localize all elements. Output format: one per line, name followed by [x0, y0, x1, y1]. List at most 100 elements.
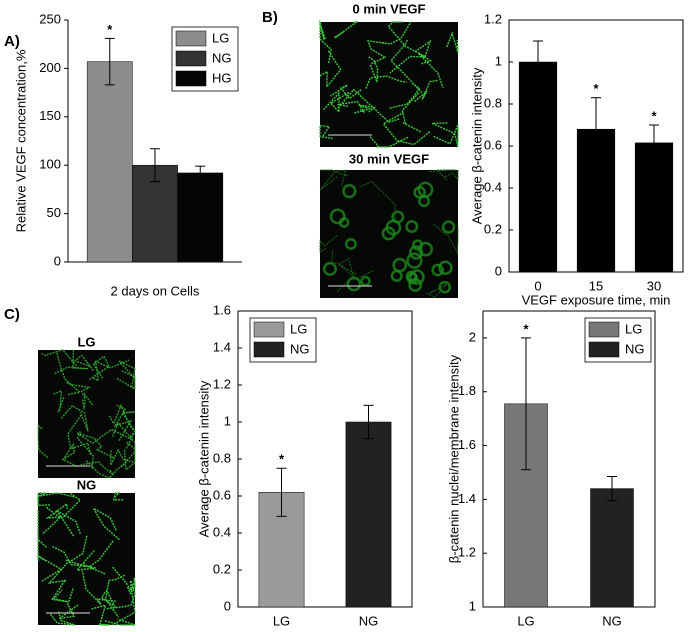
membrane — [61, 442, 79, 468]
legend-label: LG — [625, 321, 642, 336]
membrane — [337, 100, 365, 114]
membrane — [104, 618, 136, 626]
micrograph — [38, 493, 135, 625]
membrane — [330, 84, 362, 100]
membrane — [116, 370, 136, 391]
y-tick-label: 0.2 — [213, 561, 231, 576]
cell-membranes — [37, 349, 136, 479]
y-tick-label: 0.6 — [484, 137, 502, 152]
y-tick-label: 100 — [39, 157, 61, 172]
membrane — [444, 170, 459, 181]
legend-label: NG — [290, 341, 310, 356]
x-axis-label: VEGF exposure time, min — [522, 292, 671, 307]
membrane — [60, 404, 89, 432]
nucleus — [431, 263, 444, 277]
membrane — [126, 577, 136, 595]
y-tick-label: 0.8 — [484, 95, 502, 110]
legend-swatch — [253, 321, 285, 338]
x-tick-label: LG — [517, 613, 534, 628]
nucleus — [438, 280, 452, 294]
nucleus — [413, 186, 426, 199]
membrane — [104, 574, 125, 618]
nucleus — [329, 208, 346, 225]
membrane — [417, 52, 444, 89]
x-tick-label: 2 days on Cells — [111, 283, 200, 298]
membrane — [76, 431, 95, 470]
membrane — [401, 92, 421, 133]
image-label: LG — [77, 334, 95, 349]
membrane — [67, 414, 92, 455]
legend-label: HG — [212, 70, 232, 85]
nucleus — [438, 260, 453, 275]
membrane — [37, 493, 50, 507]
legend-swatch — [588, 321, 620, 338]
y-tick-label: 0.6 — [213, 487, 231, 502]
membrane — [83, 539, 114, 567]
membrane — [359, 180, 396, 220]
y-tick-label: 1.2 — [484, 11, 502, 26]
nucleus — [411, 239, 424, 251]
membrane — [112, 492, 124, 501]
membrane — [37, 555, 63, 582]
legend-swatch — [175, 50, 207, 67]
nucleus — [409, 269, 425, 285]
membrane — [322, 91, 350, 114]
panel-label: B) — [262, 9, 278, 26]
significance-marker: * — [279, 452, 285, 467]
membrane — [106, 580, 136, 610]
membrane — [56, 352, 82, 396]
y-tick-label: 2 — [469, 329, 476, 344]
membrane — [89, 355, 110, 381]
membrane — [365, 75, 407, 89]
membrane — [47, 534, 88, 584]
bar — [590, 488, 634, 608]
y-tick-label: 1.2 — [458, 545, 476, 560]
y-tick-label: 0.8 — [213, 450, 231, 465]
image-label: 0 min VEGF — [353, 1, 426, 16]
bar — [518, 61, 558, 273]
y-tick-label: 1.6 — [458, 437, 476, 452]
significance-marker: * — [107, 22, 113, 37]
membrane — [45, 502, 75, 537]
x-tick-label: LG — [273, 613, 290, 628]
membrane — [431, 122, 459, 148]
membrane — [53, 389, 65, 413]
panel-label: C) — [4, 306, 20, 323]
membrane — [120, 411, 136, 449]
legend-swatch — [175, 30, 207, 47]
y-tick-label: 50 — [47, 205, 61, 220]
membrane — [433, 224, 459, 254]
membrane — [414, 79, 438, 103]
bar — [345, 421, 392, 608]
y-tick-label: 250 — [39, 11, 61, 26]
legend-label: NG — [625, 341, 645, 356]
membrane — [331, 250, 354, 278]
image-label: NG — [77, 477, 97, 492]
membrane — [54, 349, 89, 375]
y-tick-label: 1 — [469, 598, 476, 613]
membrane — [319, 124, 333, 140]
legend-label: NG — [212, 50, 232, 65]
y-tick-label: 1.6 — [213, 302, 231, 317]
membrane — [319, 19, 332, 64]
membrane — [389, 83, 421, 109]
y-tick-label: 0.2 — [484, 221, 502, 236]
cell-membranes — [319, 19, 459, 148]
y-axis-label: Relative VEGF concentration,% — [13, 49, 28, 232]
x-tick-label: NG — [602, 613, 622, 628]
y-axis-label: Average β-catenin intensity — [469, 67, 484, 224]
membrane — [387, 21, 426, 58]
membrane — [77, 432, 114, 459]
membrane — [368, 135, 409, 148]
membrane — [76, 428, 134, 445]
membrane — [52, 545, 86, 567]
y-tick-label: 0.4 — [484, 179, 502, 194]
panel-label: A) — [4, 33, 20, 50]
membrane — [382, 111, 431, 146]
nucleus — [346, 276, 362, 292]
nucleus — [417, 181, 434, 198]
membrane — [319, 50, 342, 89]
membrane — [320, 169, 348, 177]
membrane — [319, 235, 338, 253]
